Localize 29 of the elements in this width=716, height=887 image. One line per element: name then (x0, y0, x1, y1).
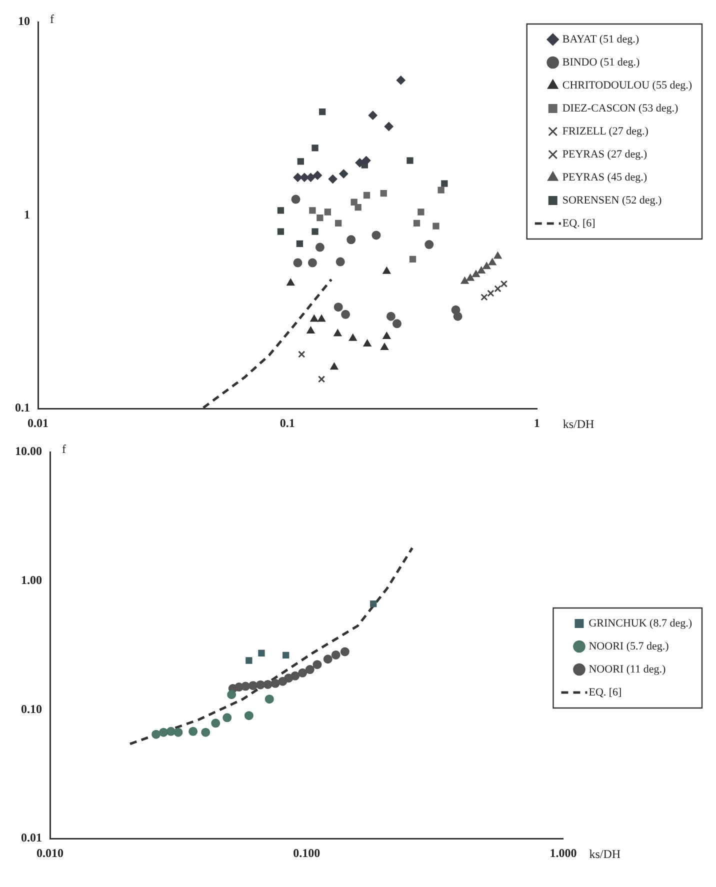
x-axis-title: ks/DH (589, 846, 621, 861)
legend-label: PEYRAS (27 deg.) (562, 148, 648, 160)
legend-label: SORENSEN (52 deg.) (562, 194, 662, 206)
y-tick-label: 0.1 (15, 400, 30, 415)
y-tick-label: 0.10 (21, 702, 42, 716)
y-tick-label: 1.00 (21, 572, 42, 587)
legend-label: GRINCHUK (8.7 deg.) (588, 617, 692, 630)
x-tick-label: 0.100 (293, 846, 320, 860)
y-tick-label: 1 (24, 207, 30, 222)
y-tick-label: 10 (18, 14, 30, 28)
x-tick-label: 1 (534, 416, 540, 430)
legend-label: EQ. [6] (588, 686, 622, 698)
legend-label: PEYRAS (45 deg.) (562, 171, 648, 184)
legend-label: EQ. [6] (562, 217, 596, 230)
legend-label: NOORI (5.7 deg.) (588, 640, 670, 652)
legend-label: CHRITODOULOU (55 deg.) (562, 79, 692, 92)
x-tick-label: 1.000 (550, 846, 577, 860)
legend-label: DIEZ-CASCON (53 deg.) (562, 102, 678, 114)
legend-label: BAYAT (51 deg.) (562, 33, 640, 46)
y-tick-label: 10.00 (15, 444, 42, 458)
x-tick-label: 0.010 (36, 846, 64, 860)
y-axis-title: f (50, 12, 54, 26)
y-tick-label: 0.01 (21, 830, 42, 845)
y-axis-title: f (62, 442, 66, 456)
legend-label: BINDO (51 deg.) (562, 56, 640, 68)
legend-label: NOORI (11 deg.) (588, 663, 666, 676)
x-tick-label: 0.1 (280, 416, 295, 430)
x-axis-title: ks/DH (562, 416, 595, 431)
legend-label: FRIZELL (27 deg.) (562, 125, 649, 138)
